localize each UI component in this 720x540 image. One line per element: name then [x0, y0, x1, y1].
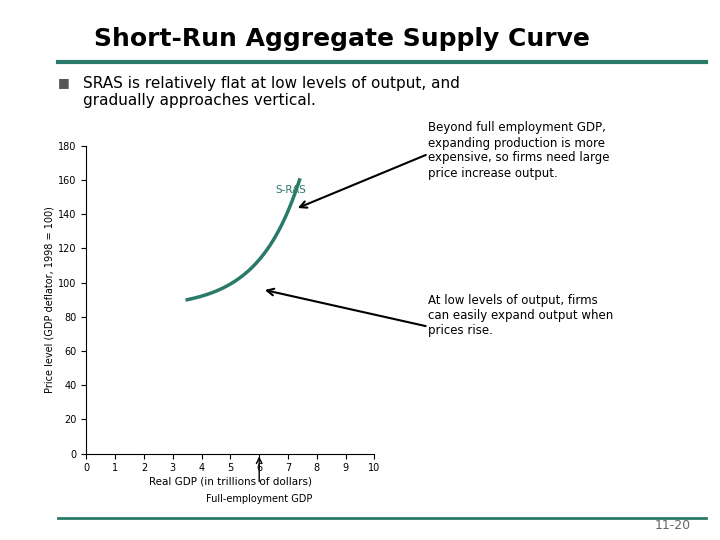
- Text: Beyond full employment GDP,
expanding production is more
expensive, so firms nee: Beyond full employment GDP, expanding pr…: [428, 122, 610, 179]
- X-axis label: Real GDP (in trillions of dollars): Real GDP (in trillions of dollars): [149, 476, 312, 486]
- Text: Short-Run Aggregate Supply Curve: Short-Run Aggregate Supply Curve: [94, 27, 590, 51]
- Text: ■: ■: [58, 76, 69, 89]
- Text: SRAS is relatively flat at low levels of output, and
gradually approaches vertic: SRAS is relatively flat at low levels of…: [83, 76, 459, 108]
- Y-axis label: Price level (GDP deflator, 1998 = 100): Price level (GDP deflator, 1998 = 100): [44, 206, 54, 393]
- Text: S-RAS: S-RAS: [275, 185, 306, 195]
- Text: Full-employment GDP: Full-employment GDP: [206, 494, 312, 504]
- Text: At low levels of output, firms
can easily expand output when
prices rise.: At low levels of output, firms can easil…: [428, 294, 613, 338]
- Text: 11-20: 11-20: [655, 519, 691, 532]
